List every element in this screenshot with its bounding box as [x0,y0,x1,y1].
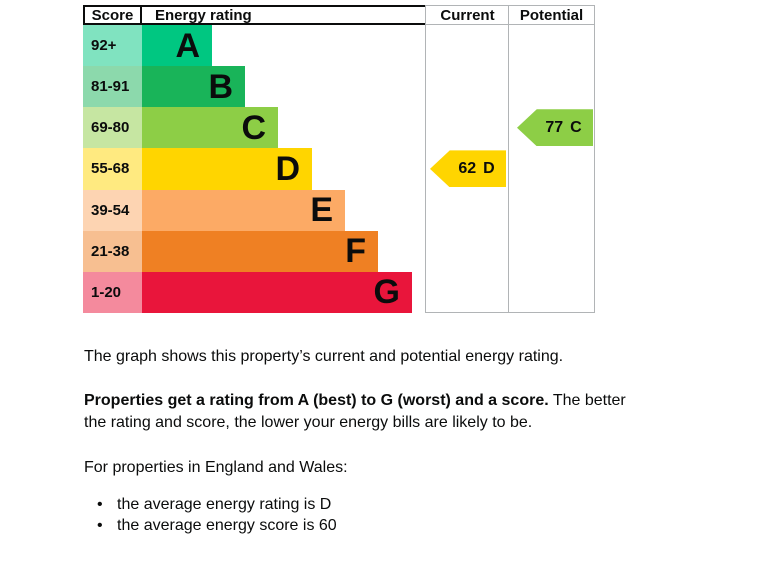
band-bar-f: F [142,230,378,272]
graph-description: The graph shows this property’s current … [84,348,564,365]
score-column-header: Score [85,7,142,24]
bands-area: 92+ A 81-91 B 69-80 C 55-68 D 39-54 E 21-38 F 1-20 G [83,25,425,313]
band-row-c: 69-80 C [83,107,425,149]
score-range-e: 39-54 [83,189,142,231]
band-row-f: 21-38 F [83,230,425,272]
band-bar-e: E [142,189,345,231]
band-bar-b: B [142,66,245,108]
current-column-header: Current [426,6,509,25]
rating-explanation: Properties get a rating from A (best) to… [84,390,644,434]
chart-header-left: Score Energy rating [83,5,425,25]
rating-explanation-bold: Properties get a rating from A (best) to… [84,392,549,409]
potential-column: Potential [508,5,595,313]
current-column: Current [425,5,509,313]
list-item: the average energy score is 60 [84,515,644,536]
score-range-f: 21-38 [83,230,142,272]
potential-rating-band: C [570,118,582,136]
list-item: the average energy rating is D [84,494,644,515]
score-range-c: 69-80 [83,107,142,149]
energy-rating-column-header: Energy rating [155,6,252,24]
score-range-a: 92+ [83,25,142,67]
potential-rating-score: 77 [545,118,564,136]
current-rating-band: D [483,159,495,177]
band-bar-c: C [142,107,278,149]
score-range-b: 81-91 [83,66,142,108]
england-wales-heading: For properties in England and Wales: [84,459,348,476]
band-bar-d: D [142,148,312,190]
rating-explanation-line2: the rating and score, the lower your ene… [84,414,533,431]
band-row-d: 55-68 D [83,148,425,190]
rating-explanation-tail: The better [552,392,626,409]
band-row-g: 1-20 G [83,271,425,313]
band-row-b: 81-91 B [83,66,425,108]
band-row-e: 39-54 E [83,189,425,231]
band-row-a: 92+ A [83,25,425,67]
average-list: the average energy rating is Dthe averag… [84,494,644,536]
band-bar-g: G [142,271,412,313]
current-rating-score: 62 [458,159,477,177]
potential-column-header: Potential [509,6,594,25]
score-range-g: 1-20 [83,271,142,313]
band-bar-a: A [142,25,212,67]
score-range-d: 55-68 [83,148,142,190]
